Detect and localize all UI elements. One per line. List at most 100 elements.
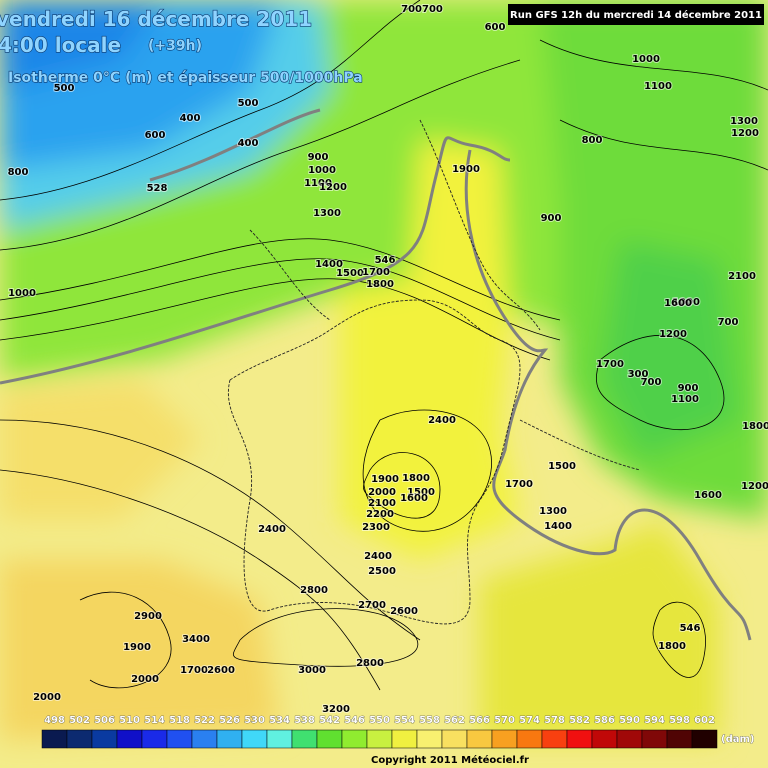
- contour-label: 900: [678, 383, 699, 394]
- contour-label: 1200: [731, 128, 759, 139]
- contour-label: 400: [238, 138, 259, 149]
- contour-label: 2000: [368, 487, 396, 498]
- contour-label: 2600: [207, 665, 235, 676]
- legend-label: 506: [94, 715, 115, 726]
- legend-label: 602: [694, 715, 715, 726]
- contour-label: 1600: [664, 298, 692, 309]
- legend-swatch: [441, 729, 468, 749]
- legend-label: 578: [544, 715, 565, 726]
- legend-label: 502: [69, 715, 90, 726]
- legend-swatch: [391, 729, 418, 749]
- legend-label: 582: [569, 715, 590, 726]
- subtitle: Isotherme 0°C (m) et épaisseur 500/1000h…: [8, 70, 363, 86]
- contour-label: 300: [628, 369, 649, 380]
- legend-swatch: [666, 729, 693, 749]
- contour-label: 3200: [322, 704, 350, 715]
- contour-label: 2800: [356, 658, 384, 669]
- legend-swatch: [616, 729, 643, 749]
- contour-label: 1200: [319, 182, 347, 193]
- contour-label: 1000: [672, 297, 700, 308]
- contour-label: 2100: [368, 498, 396, 509]
- legend-swatch: [91, 729, 118, 749]
- contour-label: 1100: [644, 81, 672, 92]
- legend-label: 554: [394, 715, 415, 726]
- legend-swatch: [466, 729, 493, 749]
- contour-label: 1700: [596, 359, 624, 370]
- contour-label: 546: [375, 255, 396, 266]
- contour-label: 2000: [33, 692, 61, 703]
- contour-label: 900: [308, 152, 329, 163]
- contour-label: 600: [485, 22, 506, 33]
- contour-label: 2300: [362, 522, 390, 533]
- time-title: 4:00 locale: [0, 33, 121, 57]
- contour-label: 1300: [539, 506, 567, 517]
- contour-label: 900: [541, 213, 562, 224]
- copyright: Copyright 2011 Météociel.fr: [371, 754, 529, 766]
- legend-label: 546: [344, 715, 365, 726]
- legend-swatch: [491, 729, 518, 749]
- legend-unit: (dam): [721, 734, 754, 745]
- contour-label: 1700: [505, 479, 533, 490]
- legend-swatch: [416, 729, 443, 749]
- legend-swatch: [316, 729, 343, 749]
- legend-swatch: [541, 729, 568, 749]
- legend-swatch: [116, 729, 143, 749]
- contour-label: 1300: [313, 208, 341, 219]
- legend-swatch: [166, 729, 193, 749]
- color-scale: 498 502 506 510 514 518 522 526 530 534 538 542 546 5…: [41, 715, 755, 749]
- contour-labels: 400 500 600 500 400 800 528 700700 600 1…: [7, 3, 768, 716]
- legend-label: 526: [219, 715, 240, 726]
- contour-label: 2400: [258, 524, 286, 535]
- legend-swatch: [341, 729, 368, 749]
- contour-label: 1700: [362, 267, 390, 278]
- legend-label: 562: [444, 715, 465, 726]
- legend-label: 590: [619, 715, 640, 726]
- contour-label: 500: [54, 83, 75, 94]
- contour-label: 700700: [401, 4, 443, 15]
- thickness-546: [0, 108, 752, 641]
- contour-label: 2700: [358, 600, 386, 611]
- contour-label: 1800: [402, 473, 430, 484]
- contour-label: 1200: [659, 329, 687, 340]
- legend-label: 534: [269, 715, 290, 726]
- borders: [228, 119, 641, 625]
- legend-swatch: [366, 729, 393, 749]
- contour-label: 1200: [741, 481, 768, 492]
- legend-swatch: [66, 729, 93, 749]
- contour-label: 1500: [407, 487, 435, 498]
- legend-label: 514: [144, 715, 165, 726]
- date-title: vendredi 16 décembre 2011: [0, 7, 312, 31]
- contour-label: 2600: [390, 606, 418, 617]
- legend-swatch: [191, 729, 218, 749]
- contour-label: 1600: [694, 490, 722, 501]
- legend-swatch: [241, 729, 268, 749]
- contour-label: 2400: [428, 415, 456, 426]
- legend-label: 498: [44, 715, 65, 726]
- run-label: Run GFS 12h du mercredi 14 décembre 2011: [510, 9, 762, 21]
- legend-label: 550: [369, 715, 390, 726]
- header: vendredi 16 décembre 2011 4:00 locale (+…: [0, 4, 764, 87]
- legend-label: 586: [594, 715, 615, 726]
- isolines: [0, 0, 768, 691]
- legend-label: 570: [494, 715, 515, 726]
- contour-label: 600: [145, 130, 166, 141]
- legend-swatch: [591, 729, 618, 749]
- contour-label: 1900: [123, 642, 151, 653]
- contour-label: 3400: [182, 634, 210, 645]
- contour-label: 1800: [366, 279, 394, 290]
- contour-label: 2100: [728, 271, 756, 282]
- contour-label: 800: [582, 135, 603, 146]
- contour-label: 2500: [368, 566, 396, 577]
- contour-label: 2200: [366, 509, 394, 520]
- contour-label: 1100: [304, 178, 332, 189]
- contour-label: 2400: [364, 551, 392, 562]
- contour-label: 1000: [8, 288, 36, 299]
- contour-label: 700: [641, 377, 662, 388]
- legend-swatch: [41, 729, 68, 749]
- contour-label: 1900: [371, 474, 399, 485]
- contour-label: 1800: [742, 421, 768, 432]
- run-box: [508, 4, 764, 25]
- contour-label: 1400: [544, 521, 572, 532]
- legend-swatch: [566, 729, 593, 749]
